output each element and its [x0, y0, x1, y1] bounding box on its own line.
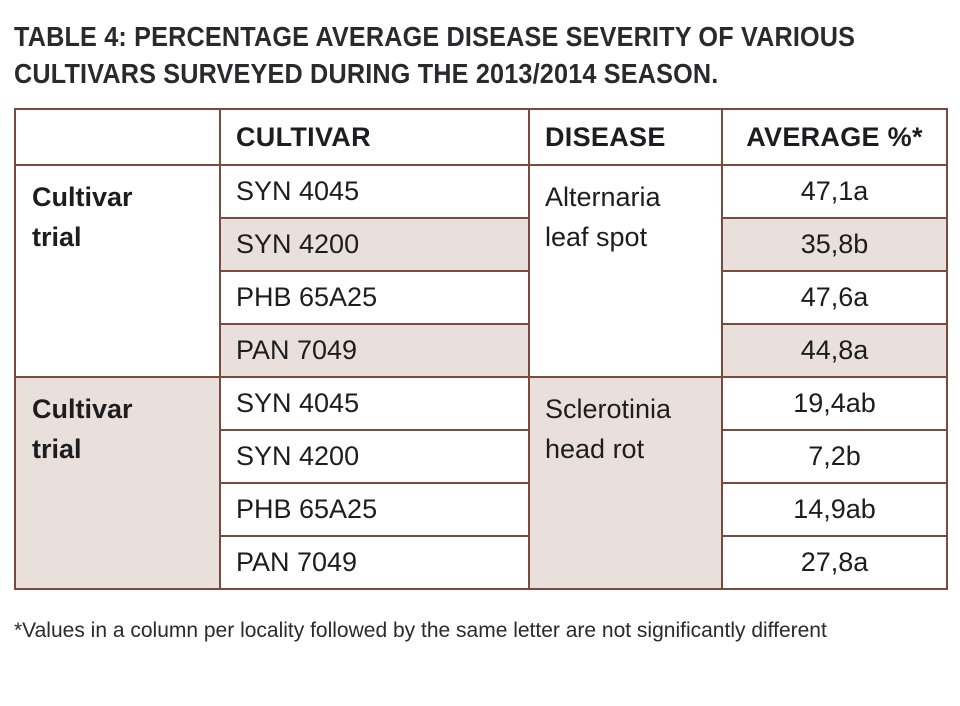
table-row: PHB 65A25 14,9ab	[15, 482, 948, 537]
header-row: CULTIVAR DISEASE AVERAGE %*	[14, 108, 948, 166]
table-footnote: *Values in a column per locality followe…	[14, 619, 827, 642]
average-cell: 44,8a	[721, 323, 948, 378]
disease-line-1: Sclerotinia	[545, 394, 672, 424]
table-title-line-2: CULTIVARS SURVEYED DURING THE 2013/2014 …	[14, 58, 719, 89]
average-cell: 14,9ab	[721, 482, 948, 537]
cultivar-cell: PAN 7049	[219, 323, 530, 378]
group-label-line-1: Cultivar	[32, 394, 133, 424]
table-row: PHB 65A25 47,6a	[15, 270, 948, 325]
group-label-cell: Cultivar trial	[14, 376, 221, 590]
average-cell: 47,1a	[721, 164, 948, 219]
disease-severity-table: CULTIVAR DISEASE AVERAGE %* Cultivar tri…	[14, 108, 948, 590]
table-title: TABLE 4: PERCENTAGE AVERAGE DISEASE SEVE…	[14, 18, 856, 92]
disease-line-1: Alternaria	[545, 182, 661, 212]
group-label-line-1: Cultivar	[32, 182, 133, 212]
group-label-line-2: trial	[32, 222, 82, 252]
cultivar-cell: SYN 4045	[219, 376, 530, 431]
average-cell: 47,6a	[721, 270, 948, 325]
cultivar-cell: PAN 7049	[219, 535, 530, 590]
disease-cell: Alternaria leaf spot	[528, 164, 723, 378]
disease-line-2: leaf spot	[545, 222, 648, 252]
cultivar-cell: PHB 65A25	[219, 270, 530, 325]
table-row: Cultivar trial SYN 4045 Alternaria leaf …	[14, 164, 948, 378]
header-cell-disease: DISEASE	[528, 108, 723, 166]
disease-cell: Sclerotinia head rot	[528, 376, 723, 590]
group-label-cell: Cultivar trial	[14, 164, 221, 378]
cultivar-cell: SYN 4045	[219, 164, 530, 219]
group-label-line-2: trial	[32, 434, 82, 464]
table-title-line-1: TABLE 4: PERCENTAGE AVERAGE DISEASE SEVE…	[14, 21, 856, 52]
disease-line-2: head rot	[545, 434, 645, 464]
header-cell-empty	[14, 108, 221, 166]
table-row: PAN 7049 27,8a	[15, 535, 948, 590]
table-row: SYN 4200 7,2b	[15, 429, 948, 484]
table-row: Cultivar trial SYN 4045 Sclerotinia head…	[14, 376, 948, 590]
header-cell-average: AVERAGE %*	[721, 108, 948, 166]
table-row: PAN 7049 44,8a	[15, 323, 948, 378]
average-cell: 35,8b	[721, 217, 948, 272]
table-row: SYN 4200 35,8b	[15, 217, 948, 272]
average-cell: 27,8a	[721, 535, 948, 590]
cultivar-cell: PHB 65A25	[219, 482, 530, 537]
cultivar-cell: SYN 4200	[219, 429, 530, 484]
average-cell: 7,2b	[721, 429, 948, 484]
header-cell-cultivar: CULTIVAR	[219, 108, 530, 166]
average-cell: 19,4ab	[721, 376, 948, 431]
cultivar-cell: SYN 4200	[219, 217, 530, 272]
